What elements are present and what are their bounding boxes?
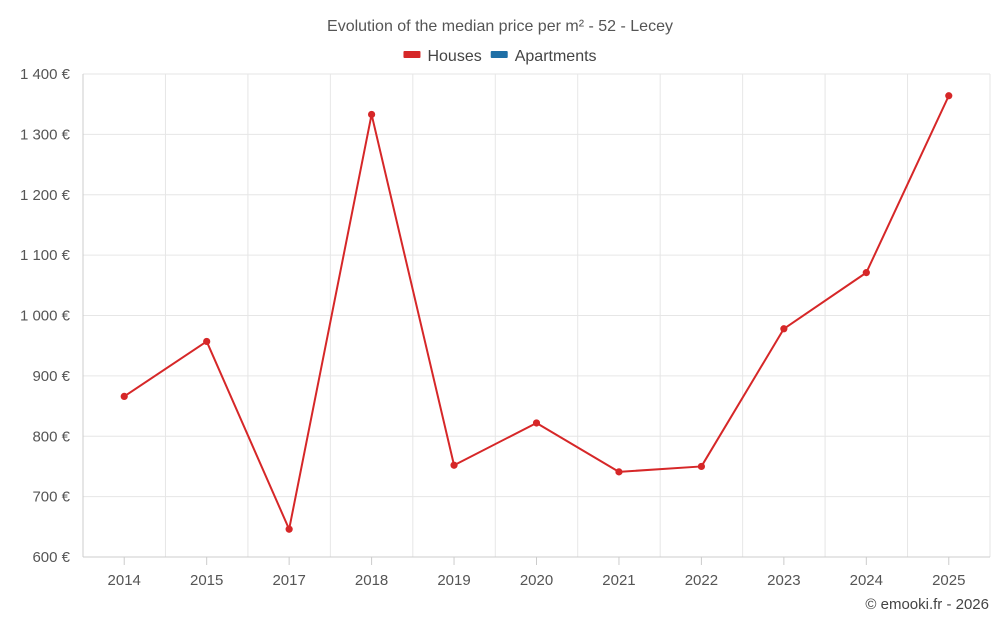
legend-swatch-apartments — [490, 51, 508, 58]
credit-text: © emooki.fr - 2026 — [865, 596, 989, 613]
x-tick-label: 2023 — [767, 572, 800, 589]
series-layer — [120, 92, 953, 533]
x-tick-label: 2015 — [190, 572, 223, 589]
data-point-houses-2024 — [862, 269, 870, 277]
legend: Houses Apartments — [403, 48, 597, 65]
data-point-houses-2020 — [532, 419, 541, 427]
grid — [82, 73, 991, 557]
x-tick-label: 2020 — [520, 572, 553, 589]
x-tick-label: 2017 — [272, 572, 305, 589]
legend-label-houses: Houses — [427, 48, 481, 65]
data-point-houses-2017 — [285, 525, 293, 533]
x-tick-label: 2024 — [850, 572, 883, 589]
data-point-houses-2018 — [367, 110, 376, 119]
y-tick-label: 1 100 € — [20, 247, 71, 264]
data-point-houses-2015 — [203, 337, 211, 346]
x-axis: 2014 2015 2017 2018 2019 2020 2021 2022 2023 2024… — [83, 556, 990, 589]
y-tick-label: 1 200 € — [20, 187, 71, 204]
x-tick-label: 2021 — [602, 572, 635, 589]
y-tick-label: 1 400 € — [20, 66, 71, 83]
x-tick-label: 2022 — [685, 572, 718, 589]
x-tick-label: 2014 — [108, 572, 141, 589]
data-point-houses-2014 — [120, 392, 128, 401]
data-point-houses-2022 — [697, 462, 706, 471]
y-tick-label: 1 300 € — [20, 126, 71, 143]
x-tick-label: 2019 — [437, 572, 470, 589]
y-tick-label: 1 000 € — [20, 308, 71, 325]
x-tick-label: 2018 — [355, 572, 388, 589]
y-tick-label: 800 € — [32, 428, 70, 445]
x-tick-label: 2025 — [932, 572, 965, 589]
data-point-houses-2021 — [615, 468, 623, 476]
y-tick-label: 600 € — [32, 549, 70, 566]
data-point-houses-2019 — [450, 461, 458, 469]
legend-swatch-houses — [403, 51, 421, 58]
legend-label-apartments: Apartments — [515, 48, 597, 65]
chart-title: Evolution of the median price per m² - 5… — [327, 18, 673, 35]
data-point-houses-2023 — [780, 325, 788, 333]
y-tick-label: 900 € — [32, 368, 70, 385]
y-axis: 600 € 700 € 800 € 900 € 1 000 € 1 100 € 1 200 … — [20, 66, 84, 566]
data-point-houses-2025 — [945, 92, 953, 100]
y-tick-label: 700 € — [32, 489, 70, 506]
